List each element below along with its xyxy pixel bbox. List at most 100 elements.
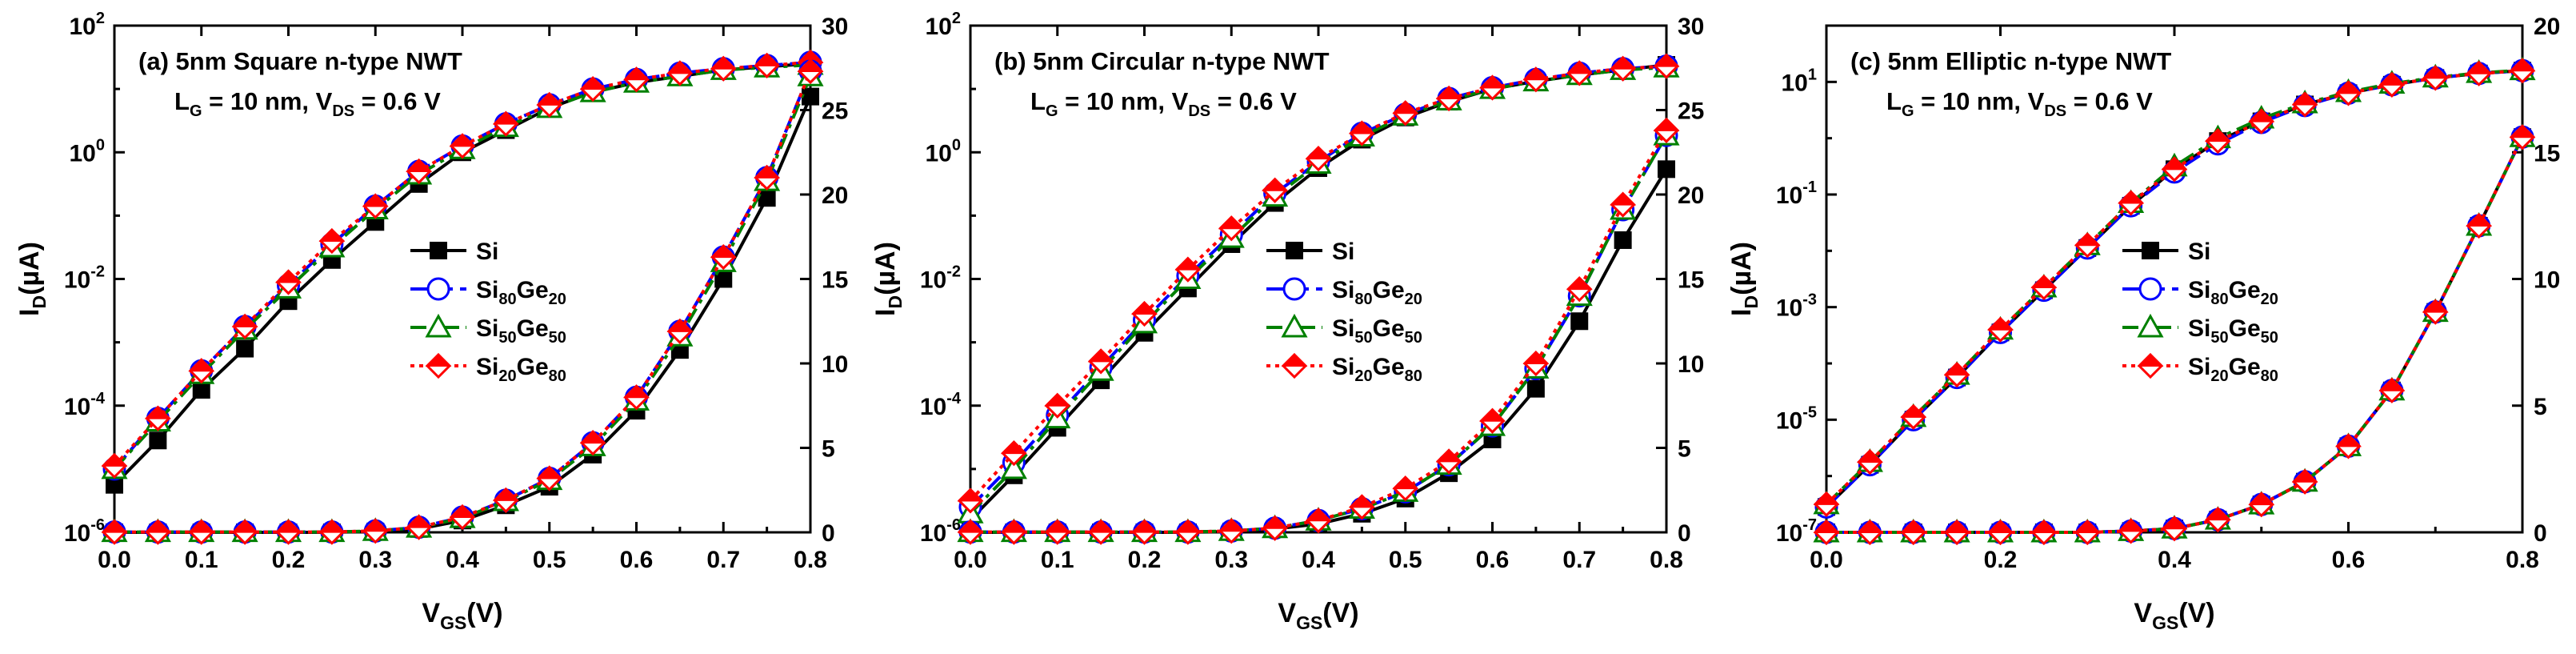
data-point-Si20Ge80-fill — [1856, 449, 1883, 463]
data-point-Si20Ge80-fill — [1653, 118, 1680, 131]
data-point-Si20Ge80-fill — [2248, 492, 2275, 506]
series-line-linear-Si50Ge50 — [114, 75, 812, 534]
data-point-Si — [192, 380, 210, 399]
data-point-Si20Ge80-fill — [318, 520, 346, 533]
y-right-tick-label: 10 — [1678, 351, 1704, 378]
data-point-Si20Ge80-fill — [2074, 232, 2101, 247]
axis-title-unit: (V) — [1322, 598, 1358, 628]
tick-base: 10 — [1776, 295, 1802, 322]
y-right-tick-label: 20 — [1678, 183, 1704, 209]
tick-exponent: -3 — [1802, 291, 1817, 309]
data-point-Si20Ge80-fill — [1522, 66, 1550, 81]
legend-mid: Ge — [1373, 354, 1405, 380]
tick-base: 10 — [926, 140, 952, 167]
data-point-Si20Ge80-fill — [2378, 72, 2406, 86]
y-left-tick-label: 10-5 — [1776, 403, 1817, 434]
series-log-Si80Ge20 — [102, 50, 822, 481]
y-left-tick-label: 10-6 — [64, 516, 105, 547]
legend-entry-Si: Si — [410, 239, 498, 265]
legend-label: Si80Ge20 — [2188, 277, 2278, 308]
chart-panel-0: 0.0 0.1 0.2 0.3 0.4 0.5 0.6 0.7 0.810-610-410-21… — [14, 10, 848, 633]
data-point-Si20Ge80-fill — [406, 158, 433, 172]
axis-title-main: I — [870, 308, 901, 315]
x-axis-title: VGS(V) — [2134, 598, 2214, 633]
series-line-linear-Si — [970, 168, 1668, 534]
series-line-log-Si20Ge80 — [113, 60, 811, 467]
tick-exponent: -4 — [946, 390, 962, 407]
data-point-Si — [1526, 379, 1545, 398]
data-point-Si20Ge80-fill — [623, 384, 650, 399]
y-axis-title: ID(µA) — [870, 242, 906, 316]
legend-label: Si50Ge50 — [2188, 315, 2278, 347]
x-tick-label: 0.4 — [1302, 547, 1335, 573]
tick-base: 10 — [64, 520, 90, 547]
data-point-Si20Ge80-fill — [1435, 448, 1462, 463]
data-point-Si20Ge80-fill — [2466, 213, 2493, 227]
data-point-Si — [1658, 160, 1675, 179]
data-point-Si20Ge80-fill — [188, 358, 215, 372]
cond-part: = 0.6 V — [354, 87, 441, 115]
data-point-Si20Ge80-fill — [1000, 520, 1027, 533]
legend-entry-Si: Si — [2122, 239, 2210, 265]
series-linear-Si80Ge20 — [958, 123, 1678, 544]
legend-label: Si50Ge50 — [476, 315, 566, 347]
data-point-Si20Ge80-fill — [362, 518, 389, 532]
tick-exponent: -2 — [90, 263, 105, 281]
series-line-linear-Si20Ge80 — [970, 129, 1668, 534]
data-point-Si20Ge80-fill — [231, 520, 258, 533]
axis-title-sub: GS — [1296, 612, 1322, 633]
series-line-log-Si80Ge20 — [113, 60, 811, 471]
data-point-Si20Ge80-fill — [1479, 75, 1506, 89]
axis-title-unit: (V) — [466, 598, 502, 628]
y-left-tick-label: 10-1 — [1776, 179, 1817, 209]
x-tick-label: 0.0 — [98, 547, 131, 573]
data-point-Si20Ge80-fill — [710, 244, 737, 259]
data-point-Si20Ge80-fill — [318, 228, 346, 243]
legend-label: Si80Ge20 — [476, 277, 566, 308]
x-tick-label: 0.3 — [358, 547, 392, 573]
data-point-Si20Ge80-fill — [1218, 518, 1245, 532]
data-point-Si20Ge80-fill — [666, 60, 694, 74]
x-tick-label: 0.2 — [1128, 547, 1162, 573]
data-point-Si20Ge80-fill — [2378, 378, 2406, 391]
tick-base: 10 — [70, 140, 96, 167]
legend-base: Si — [476, 239, 498, 265]
legend-base: Si — [2188, 315, 2210, 342]
data-point-Si20Ge80-fill — [1813, 520, 1840, 533]
x-tick-label: 0.6 — [1476, 547, 1510, 573]
y-left-tick-label: 101 — [1782, 66, 1818, 96]
data-point-Si20Ge80-fill — [1392, 100, 1419, 114]
data-point-Si20Ge80-fill — [1610, 192, 1637, 206]
data-point-Si20Ge80-fill — [1566, 276, 1593, 291]
legend-mid: Ge — [517, 315, 549, 342]
x-tick-label: 0.7 — [1562, 547, 1596, 573]
legend-marker-fill — [425, 353, 452, 367]
legend-marker — [2142, 242, 2159, 259]
legend-marker — [2137, 313, 2164, 338]
tick-exponent: -7 — [1802, 516, 1817, 534]
data-point-Si20Ge80-fill — [449, 504, 476, 519]
legend-entry-Si: Si — [1266, 239, 1354, 265]
legend-sub: 20 — [498, 367, 516, 385]
panel-title: (b) 5nm Circular n-type NWT — [994, 47, 1330, 75]
data-point-Si20Ge80-fill — [957, 488, 984, 502]
legend-entry-Si50Ge50: Si50Ge50 — [1266, 313, 1422, 347]
data-point-Si20Ge80-fill — [2291, 92, 2318, 106]
series-log-Si20Ge80 — [957, 53, 1680, 514]
legend-sub: 80 — [2261, 367, 2278, 385]
data-point-Si20Ge80-fill — [2422, 299, 2449, 313]
data-point-Si — [236, 339, 254, 358]
data-point-Si20Ge80-fill — [957, 520, 984, 533]
y-right-tick-label: 10 — [2534, 267, 2560, 294]
y-left-tick-label: 10-7 — [1776, 516, 1817, 547]
series-log-Si20Ge80 — [101, 49, 824, 479]
legend-marker — [1286, 242, 1303, 259]
data-point-Si20Ge80-fill — [2335, 80, 2362, 94]
x-axis-title: VGS(V) — [1278, 598, 1358, 633]
cond-part: = 10 nm, V — [1058, 87, 1189, 115]
legend-marker — [426, 277, 450, 301]
series-line-linear-Si20Ge80 — [114, 70, 812, 534]
x-tick-label: 0.8 — [794, 547, 827, 573]
legend-sub: 50 — [549, 329, 566, 347]
